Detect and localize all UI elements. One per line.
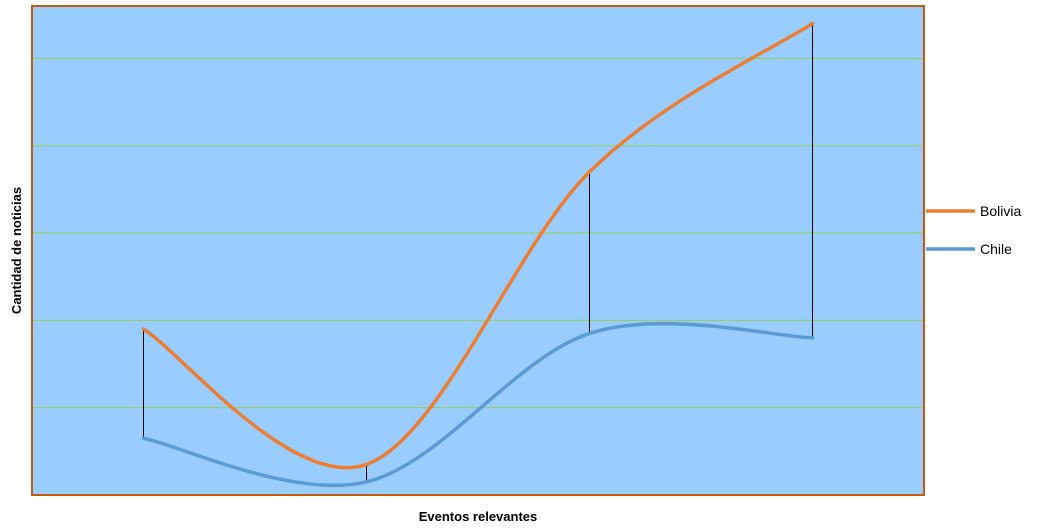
series-line-bolivia bbox=[141, 21, 815, 470]
legend-label-bolivia: Bolivia bbox=[980, 203, 1021, 219]
gridlines bbox=[32, 57, 924, 409]
y-axis-title: Cantidad de noticias bbox=[9, 187, 24, 314]
series-lines bbox=[141, 21, 815, 488]
plot-area bbox=[32, 6, 924, 495]
series-line-chile bbox=[141, 321, 815, 488]
legend-label-chile: Chile bbox=[980, 241, 1012, 257]
x-axis-title: Eventos relevantes bbox=[419, 509, 538, 524]
legend: Bolivia Chile bbox=[926, 203, 1021, 257]
drop-lines bbox=[143, 23, 813, 482]
plot-border bbox=[31, 5, 925, 496]
